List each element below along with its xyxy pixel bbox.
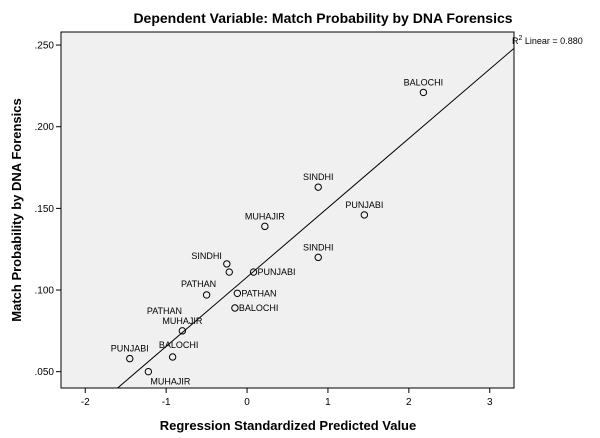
data-point	[261, 222, 269, 231]
y-tick-label: .250	[35, 41, 55, 52]
data-point	[231, 304, 239, 312]
x-axis-label: Regression Standardized Predicted Value	[160, 418, 416, 433]
point-label: MUHAJIR	[245, 211, 285, 221]
y-tick-label: .200	[35, 122, 55, 133]
data-point	[202, 291, 211, 299]
data-point	[360, 211, 369, 219]
point-label: PUNJABI	[345, 200, 383, 210]
point-label: BALOCHI	[159, 340, 199, 350]
point-label: PUNJABI	[111, 344, 149, 354]
r2-linear-label: R2 Linear = 0.880	[512, 35, 583, 46]
x-tick-label: -2	[81, 397, 90, 408]
point-label: BALOCHI	[239, 303, 279, 313]
r2-value: Linear = 0.880	[522, 36, 582, 46]
x-tick-label: 3	[487, 397, 493, 408]
plot-area	[60, 31, 515, 389]
axis-ticks: -2 -1 0 1 2 3 .050 .100 .150 .200 .250	[35, 41, 493, 408]
data-point	[168, 353, 177, 361]
data-point	[314, 183, 322, 191]
x-tick-label: 1	[325, 397, 331, 408]
data-point	[178, 327, 187, 335]
point-label: PATHAN	[147, 306, 182, 316]
x-tick-label: 0	[244, 397, 250, 408]
data-point	[126, 354, 134, 363]
point-label: PUNJABI	[258, 267, 296, 277]
data-point	[223, 260, 231, 268]
data-point	[314, 253, 322, 262]
point-label: PATHAN	[241, 288, 276, 298]
point-label: PATHAN	[181, 279, 216, 289]
point-label: BALOCHI	[404, 77, 444, 87]
data-point	[249, 268, 258, 276]
data-point	[225, 268, 233, 276]
point-label: SINDHI	[303, 172, 334, 182]
data-point	[144, 367, 153, 376]
r2-r: R	[512, 36, 519, 46]
point-labels: BALOCHI SINDHI PUNJABI MUHAJIR SINDHI SINDHI P…	[111, 77, 443, 386]
y-axis-label: Match Probability by DNA Forensics	[9, 98, 24, 321]
data-point	[419, 88, 428, 97]
y-tick-label: .050	[35, 367, 55, 378]
fit-line	[117, 47, 515, 389]
point-label: MUHAJIR	[150, 377, 190, 387]
point-label: MUHAJIR	[162, 316, 202, 326]
x-tick-label: -1	[162, 397, 171, 408]
fit-line-group	[117, 47, 515, 389]
data-points	[126, 88, 428, 376]
y-tick-label: .150	[35, 204, 55, 215]
y-tick-label: .100	[35, 286, 55, 297]
point-label: SINDHI	[303, 242, 334, 252]
point-label: SINDHI	[191, 251, 222, 261]
data-point	[233, 289, 242, 297]
r2-superscript: 2	[519, 35, 523, 42]
x-tick-label: 2	[406, 397, 412, 408]
chart-title: Dependent Variable: Match Probability by…	[133, 10, 512, 26]
